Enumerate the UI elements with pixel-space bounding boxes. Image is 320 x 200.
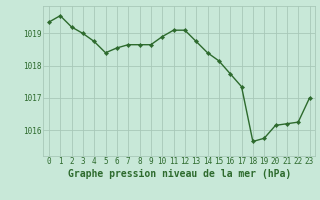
- X-axis label: Graphe pression niveau de la mer (hPa): Graphe pression niveau de la mer (hPa): [68, 169, 291, 179]
